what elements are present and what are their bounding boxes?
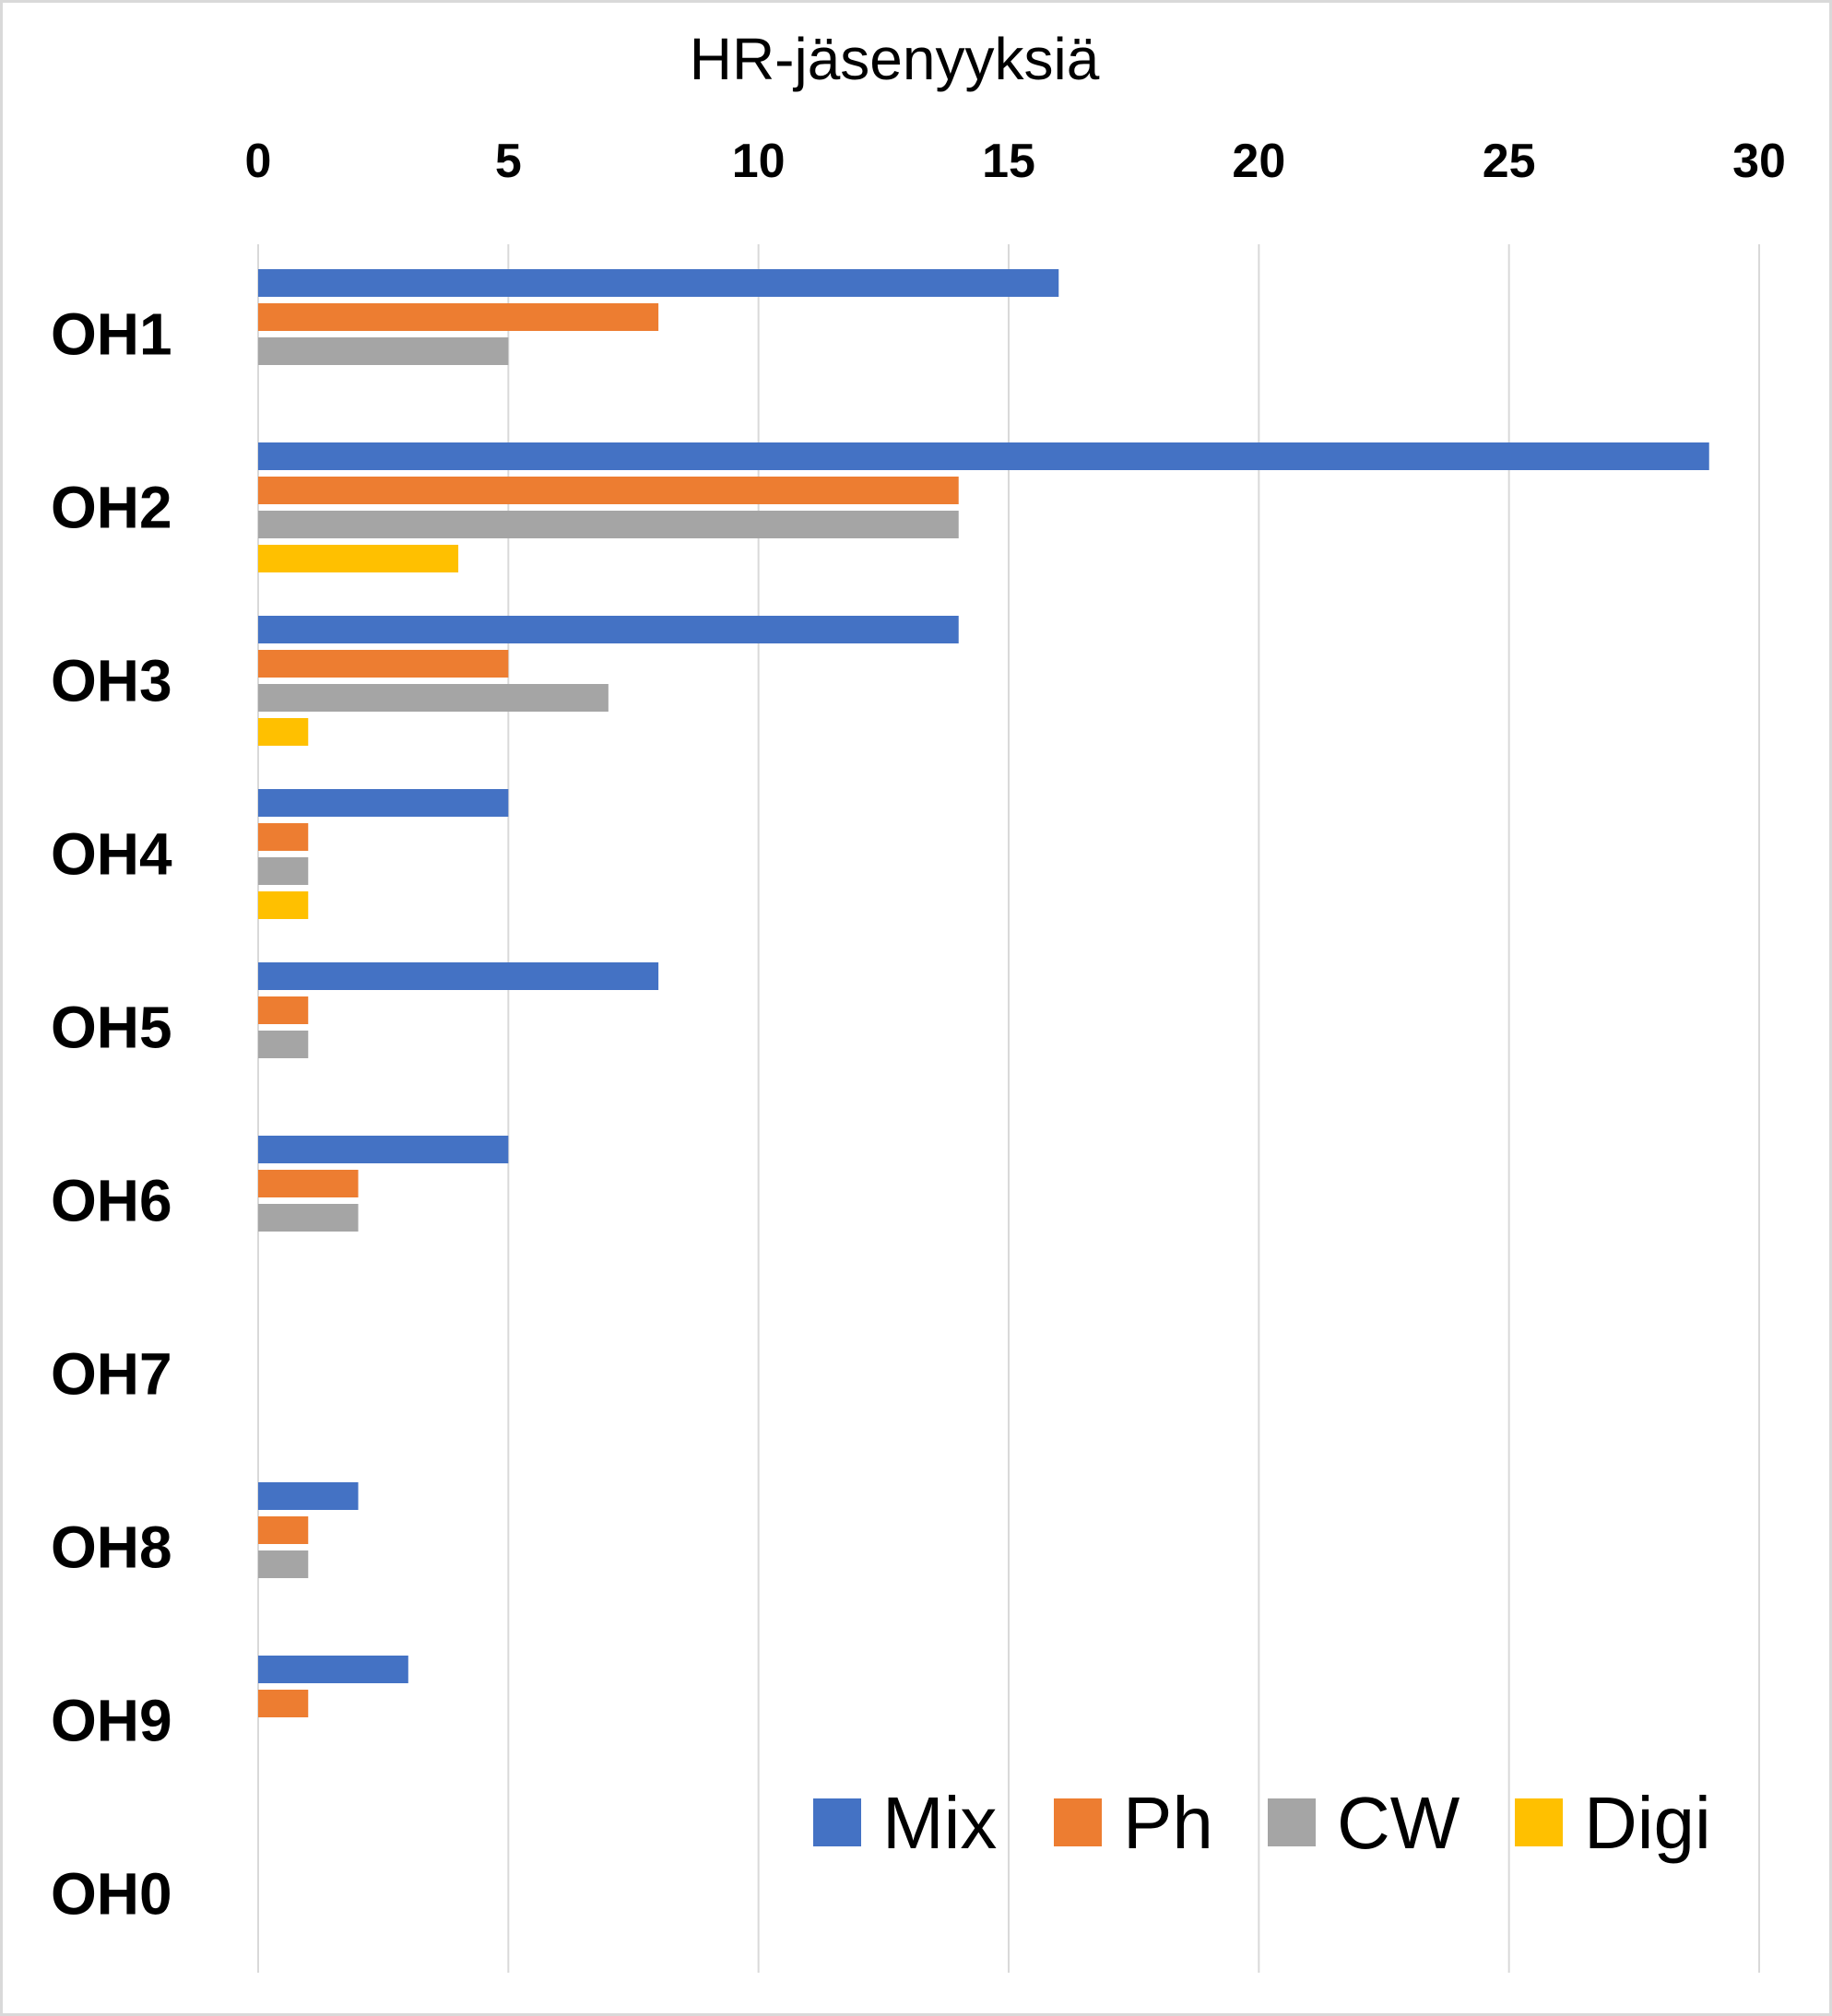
bar-OH5-Ph bbox=[258, 996, 309, 1024]
bar-OH9-Ph bbox=[258, 1690, 309, 1717]
bar-OH3-CW bbox=[258, 684, 609, 712]
bar-OH9-Mix bbox=[258, 1656, 408, 1683]
bar-OH3-Ph bbox=[258, 650, 509, 678]
legend-swatch-Digi bbox=[1515, 1798, 1563, 1846]
bars bbox=[258, 269, 1709, 1717]
legend-label-Digi: Digi bbox=[1584, 1782, 1711, 1864]
bar-OH2-Ph bbox=[258, 477, 959, 504]
bar-OH4-CW bbox=[258, 857, 309, 885]
category-label: OH5 bbox=[51, 995, 172, 1061]
category-label: OH0 bbox=[51, 1861, 172, 1928]
x-tick-label: 20 bbox=[1232, 135, 1285, 188]
bar-OH3-Mix bbox=[258, 616, 959, 643]
bar-OH8-Mix bbox=[258, 1482, 359, 1510]
bar-OH2-Mix bbox=[258, 442, 1709, 470]
category-label: OH1 bbox=[51, 301, 172, 368]
legend: Mix Ph CW Digi bbox=[813, 1782, 1711, 1864]
legend-label-Ph: Ph bbox=[1123, 1782, 1213, 1864]
x-tick-label: 0 bbox=[245, 135, 272, 188]
legend-label-Mix: Mix bbox=[882, 1782, 997, 1864]
bar-OH4-Mix bbox=[258, 789, 509, 817]
bar-OH8-CW bbox=[258, 1550, 309, 1578]
legend-swatch-CW bbox=[1268, 1798, 1316, 1846]
bar-OH1-CW bbox=[258, 337, 509, 365]
bar-OH4-Ph bbox=[258, 823, 309, 851]
category-label: OH2 bbox=[51, 475, 172, 541]
bar-OH2-CW bbox=[258, 511, 959, 538]
category-label: OH7 bbox=[51, 1341, 172, 1408]
bar-OH6-CW bbox=[258, 1204, 359, 1232]
category-label: OH8 bbox=[51, 1515, 172, 1581]
legend-label-CW: CW bbox=[1337, 1782, 1460, 1864]
x-tick-label: 15 bbox=[982, 135, 1035, 188]
bar-OH1-Ph bbox=[258, 303, 659, 331]
legend-swatch-Mix bbox=[813, 1798, 861, 1846]
bar-OH6-Mix bbox=[258, 1136, 509, 1163]
bar-OH8-Ph bbox=[258, 1516, 309, 1544]
x-tick-label: 10 bbox=[732, 135, 786, 188]
x-tick-label: 5 bbox=[495, 135, 522, 188]
x-axis-title: HR-jäsenyyksiä bbox=[690, 26, 1100, 92]
category-labels: OH1 OH2 OH3 OH4 OH5 OH6 OH7 OH8 OH9 OH0 bbox=[51, 301, 172, 1928]
bar-OH6-Ph bbox=[258, 1170, 359, 1197]
bar-OH3-Digi bbox=[258, 718, 309, 746]
bar-OH1-Mix bbox=[258, 269, 1059, 297]
x-tick-label: 25 bbox=[1483, 135, 1536, 188]
legend-swatch-Ph bbox=[1054, 1798, 1102, 1846]
bar-OH5-CW bbox=[258, 1031, 309, 1058]
category-label: OH9 bbox=[51, 1688, 172, 1754]
bar-OH5-Mix bbox=[258, 962, 659, 990]
x-tick-labels: 0 5 10 15 20 25 30 bbox=[245, 135, 1786, 188]
bar-OH2-Digi bbox=[258, 545, 459, 572]
bar-OH4-Digi bbox=[258, 891, 309, 919]
category-label: OH4 bbox=[51, 821, 172, 888]
x-tick-label: 30 bbox=[1732, 135, 1786, 188]
category-label: OH3 bbox=[51, 648, 172, 714]
category-label: OH6 bbox=[51, 1168, 172, 1234]
